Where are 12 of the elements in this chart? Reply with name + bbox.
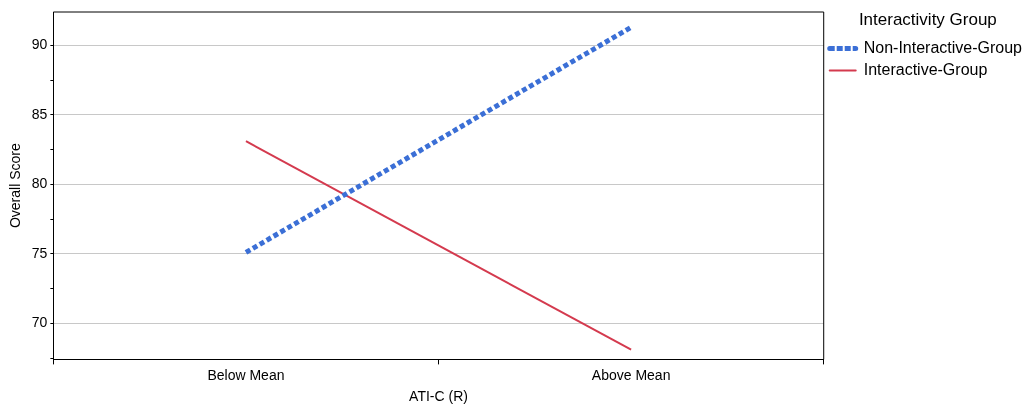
legend-title: Interactivity Group [858, 10, 997, 30]
y-tick-label: 80 [31, 175, 48, 192]
y-tick-label: 75 [31, 244, 48, 261]
legend-label: Interactive-Group [863, 60, 988, 78]
y-tick-label: 85 [31, 105, 48, 122]
y-tick-label: 90 [31, 36, 48, 53]
x-tick-label: Below Mean [207, 366, 285, 383]
y-tick-label: 70 [31, 314, 48, 331]
x-tick-label: Above Mean [591, 366, 671, 383]
y-axis-title: Overall Score [7, 143, 24, 229]
legend-label: Non-Interactive-Group [863, 38, 1023, 56]
x-axis-title: ATI-C (R) [409, 388, 468, 405]
